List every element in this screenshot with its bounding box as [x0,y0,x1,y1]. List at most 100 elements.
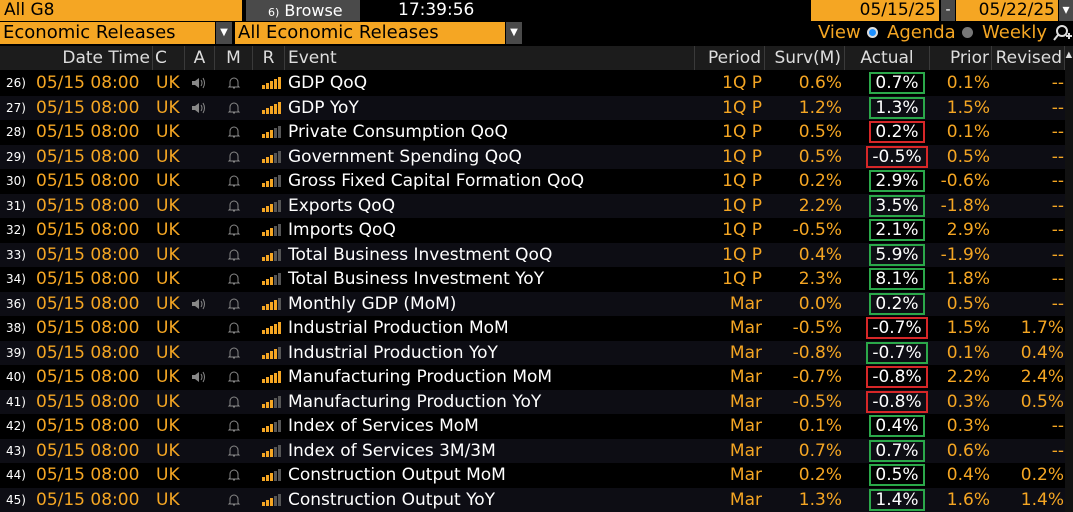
table-row[interactable]: 34) 05/15 08:00 UK Total Business Investmen… [0,267,1073,291]
actual-value[interactable]: 0.4% [869,415,925,437]
col-period[interactable]: Period [695,46,765,70]
speaker-icon[interactable] [190,297,206,311]
event-name[interactable]: Private Consumption QoQ [288,122,508,142]
bell-icon[interactable] [227,444,241,458]
event-name[interactable]: Total Business Investment YoY [288,269,545,289]
bell-icon[interactable] [227,297,241,311]
bell-icon[interactable] [227,272,241,286]
bell-icon[interactable] [227,76,241,90]
table-row[interactable]: 26) 05/15 08:00 UK GDP QoQ 1Q P 0.6% 0.7% 0.1% -… [0,71,1073,95]
actual-value[interactable]: -0.8% [866,390,928,413]
bell-icon[interactable] [227,150,241,164]
col-monitor[interactable]: M [215,46,253,70]
actual-value[interactable]: -0.5% [866,145,928,168]
col-revised[interactable]: Revised [992,46,1065,70]
bell-icon[interactable] [227,493,241,507]
event-name[interactable]: Gross Fixed Capital Formation QoQ [288,171,585,191]
event-name[interactable]: Monthly GDP (MoM) [288,293,457,314]
chevron-down-icon[interactable]: ▼ [216,22,232,44]
agenda-radio[interactable] [867,27,878,38]
category-dropdown[interactable]: Economic Releases [0,22,215,44]
actual-value[interactable]: 1.4% [869,488,925,511]
event-name[interactable]: Index of Services MoM [288,416,479,436]
event-name[interactable]: Government Spending QoQ [288,146,522,167]
table-row[interactable]: 43) 05/15 08:00 UK Index of Services 3M/3M M… [0,438,1073,463]
bell-icon[interactable] [227,101,241,115]
speaker-icon[interactable] [190,101,206,115]
bell-icon[interactable] [227,468,241,482]
table-row[interactable]: 33) 05/15 08:00 UK Total Business Investmen… [0,242,1073,267]
event-name[interactable]: Manufacturing Production YoY [288,391,542,412]
table-row[interactable]: 42) 05/15 08:00 UK Index of Services MoM Mar… [0,414,1073,438]
agenda-label[interactable]: Agenda [887,22,956,43]
actual-value[interactable]: 0.5% [869,464,925,486]
bell-icon[interactable] [227,321,241,335]
bell-icon[interactable] [227,370,241,384]
table-row[interactable]: 32) 05/15 08:00 UK Imports QoQ 1Q P -0.5% 2.1%… [0,218,1073,242]
event-name[interactable]: Manufacturing Production MoM [288,367,553,387]
bell-icon[interactable] [227,174,241,188]
bell-icon[interactable] [227,346,241,360]
event-name[interactable]: Exports QoQ [288,195,396,216]
weekly-label[interactable]: Weekly [982,22,1047,43]
table-row[interactable]: 38) 05/15 08:00 UK Industrial Production Mo… [0,316,1073,340]
actual-value[interactable]: 8.1% [869,268,925,290]
event-name[interactable]: Industrial Production MoM [288,318,509,338]
table-row[interactable]: 28) 05/15 08:00 UK Private Consumption QoQ 1… [0,120,1073,144]
bell-icon[interactable] [227,223,241,237]
table-row[interactable]: 44) 05/15 08:00 UK Construction Output MoM M… [0,463,1073,487]
date-picker-button[interactable]: ▾ [1059,0,1073,21]
weekly-radio[interactable] [962,27,973,38]
actual-value[interactable]: 2.9% [869,170,925,192]
search-icon[interactable] [1053,22,1073,44]
event-name[interactable]: Total Business Investment QoQ [288,244,553,265]
table-row[interactable]: 31) 05/15 08:00 UK Exports QoQ 1Q P 2.2% 3.5% -… [0,193,1073,218]
event-name[interactable]: Construction Output YoY [288,489,496,510]
bell-icon[interactable] [227,395,241,409]
event-name[interactable]: GDP QoQ [288,73,368,93]
bell-icon[interactable] [227,419,241,433]
col-datetime[interactable]: Date Time [0,46,153,70]
actual-value[interactable]: 0.2% [869,121,925,143]
actual-value[interactable]: -0.8% [866,366,928,388]
start-date-field[interactable]: 05/15/25 [811,0,939,21]
event-name[interactable]: Construction Output MoM [288,465,506,485]
event-name[interactable]: Industrial Production YoY [288,342,498,363]
event-name[interactable]: Imports QoQ [288,220,396,240]
group-selector[interactable]: All G8 [0,0,242,21]
col-country[interactable]: C [153,46,185,70]
table-row[interactable]: 40) 05/15 08:00 UK Manufacturing Production… [0,365,1073,389]
table-row[interactable]: 36) 05/15 08:00 UK Monthly GDP (MoM) Mar 0.0%… [0,291,1073,316]
actual-value[interactable]: 2.1% [869,219,925,241]
table-row[interactable]: 41) 05/15 08:00 UK Manufacturing Production… [0,389,1073,414]
actual-value[interactable]: -0.7% [866,317,928,339]
bell-icon[interactable] [227,248,241,262]
col-event[interactable]: Event [285,46,695,70]
bell-icon[interactable] [227,125,241,139]
actual-value[interactable]: 0.2% [869,292,925,315]
chevron-down-icon[interactable]: ▼ [506,22,522,44]
col-relevance[interactable]: R [253,46,285,70]
actual-value[interactable]: 0.7% [869,72,925,94]
actual-value[interactable]: 1.3% [869,96,925,119]
col-actual[interactable]: Actual [845,46,930,70]
actual-value[interactable]: 5.9% [869,243,925,266]
actual-value[interactable]: -0.7% [866,341,928,364]
scrollbar[interactable] [1065,58,1073,512]
col-survey[interactable]: Surv(M) [765,46,845,70]
end-date-field[interactable]: 05/22/25 [956,0,1058,21]
actual-value[interactable]: 3.5% [869,194,925,217]
table-row[interactable]: 30) 05/15 08:00 UK Gross Fixed Capital Form… [0,169,1073,193]
browse-button[interactable]: 6) Browse [246,0,360,21]
speaker-icon[interactable] [190,370,206,384]
event-name[interactable]: Index of Services 3M/3M [288,440,496,461]
table-row[interactable]: 39) 05/15 08:00 UK Industrial Production Yo… [0,340,1073,365]
subcategory-dropdown[interactable]: All Economic Releases [235,22,505,44]
bell-icon[interactable] [227,199,241,213]
table-row[interactable]: 29) 05/15 08:00 UK Government Spending QoQ 1… [0,144,1073,169]
col-prior[interactable]: Prior [930,46,992,70]
speaker-icon[interactable] [190,76,206,90]
table-row[interactable]: 45) 05/15 08:00 UK Construction Output YoY M… [0,487,1073,512]
scroll-up-icon[interactable]: ▲ [1065,50,1073,61]
table-row[interactable]: 27) 05/15 08:00 UK GDP YoY 1Q P 1.2% 1.3% 1.5% -… [0,95,1073,120]
